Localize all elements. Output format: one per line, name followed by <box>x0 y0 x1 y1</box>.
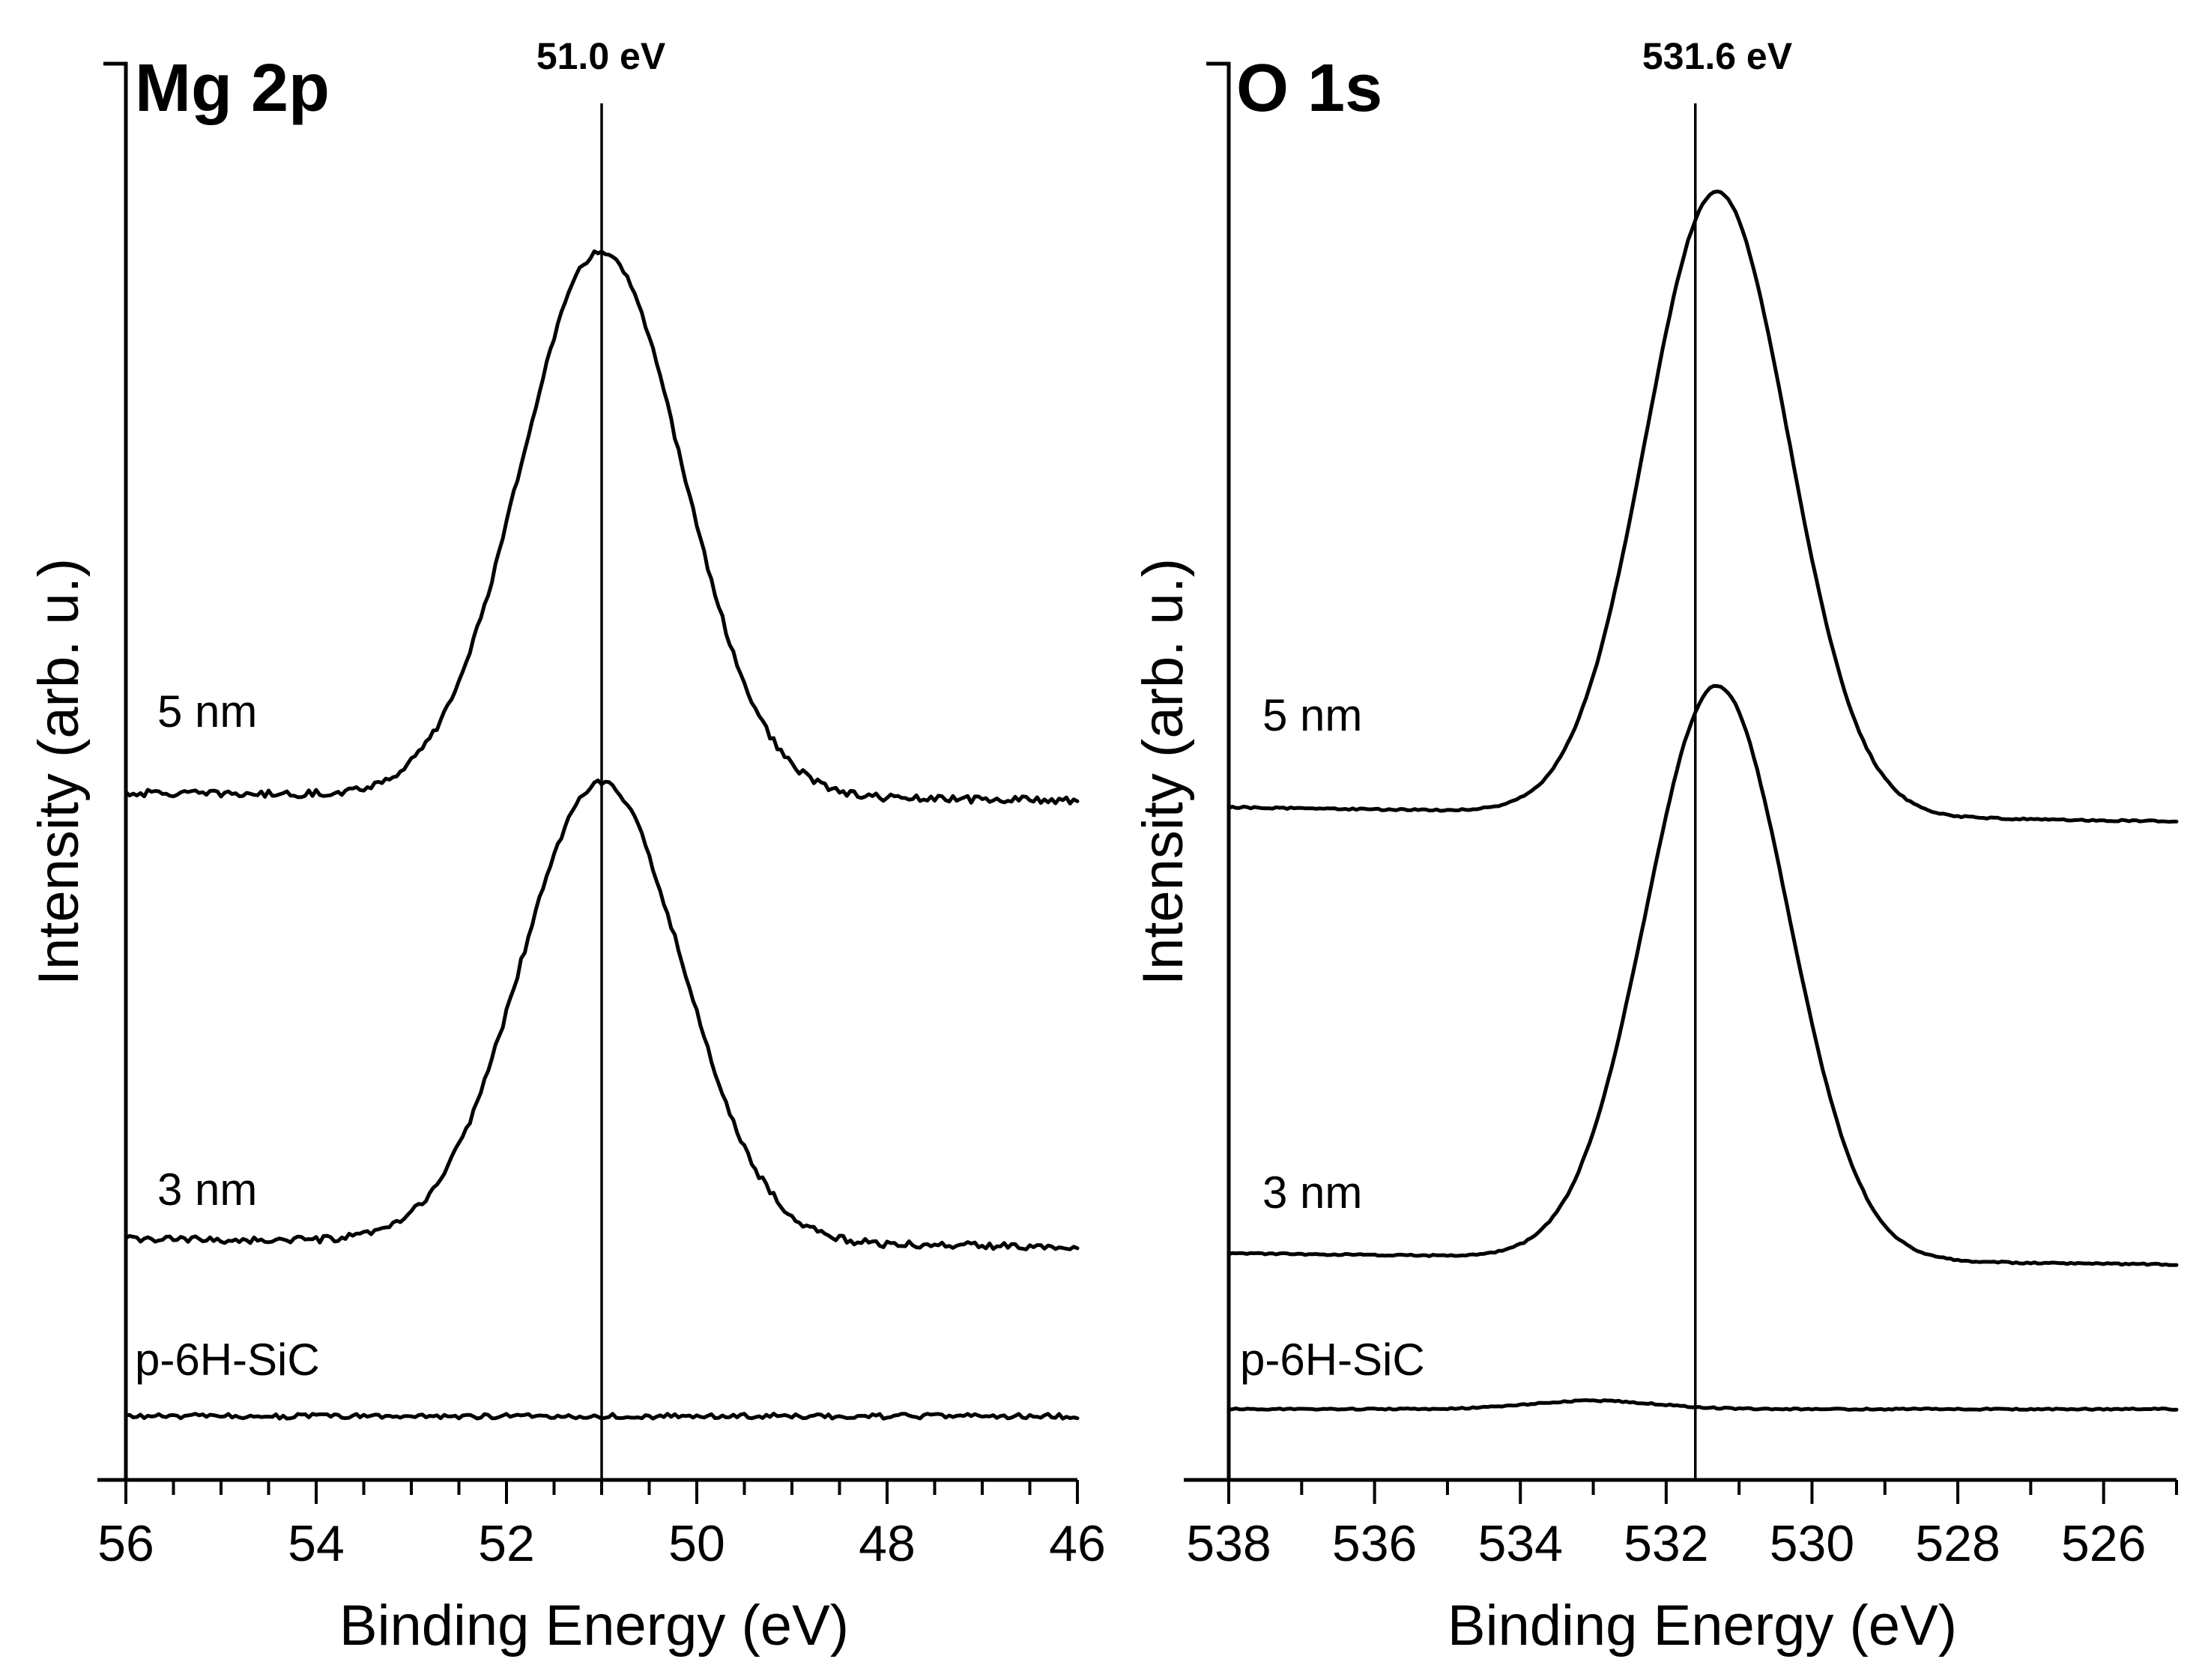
trace-label-5nm: 5 nm <box>1262 690 1362 740</box>
x-tick-label: 536 <box>1332 1515 1417 1572</box>
x-tick-label: 46 <box>1049 1515 1106 1572</box>
x-tick-label: 54 <box>288 1515 345 1572</box>
series-line-5-nm <box>1226 190 2179 824</box>
x-tick-label: 532 <box>1624 1515 1708 1572</box>
mg-2p-panel: Mg 2p Intensity (arb. u.) Binding Energy… <box>27 35 1106 1658</box>
panel-title: O 1s <box>1236 51 1382 126</box>
x-tick-label: 50 <box>668 1515 725 1572</box>
panel-title: Mg 2p <box>135 51 330 126</box>
trace-label-substrate: p-6H-SiC <box>135 1335 320 1385</box>
x-tick-label: 538 <box>1186 1515 1271 1572</box>
trace-label-3nm: 3 nm <box>1262 1167 1362 1218</box>
y-axis-title: Intensity (arb. u.) <box>1131 558 1195 985</box>
y-axis-line <box>1206 61 1231 1480</box>
reference-line-label: 51.0 eV <box>536 35 666 77</box>
x-tick-label: 48 <box>859 1515 916 1572</box>
series-line-5-nm <box>124 249 1080 806</box>
series-line-3-nm <box>1226 683 2179 1267</box>
x-tick-label: 52 <box>478 1515 535 1572</box>
x-tick-label: 530 <box>1770 1515 1854 1572</box>
x-axis-title: Binding Energy (eV) <box>339 1594 849 1658</box>
x-tick-label: 56 <box>97 1515 154 1572</box>
x-tick-label: 534 <box>1477 1515 1562 1572</box>
trace-label-substrate: p-6H-SiC <box>1240 1335 1425 1385</box>
x-tick-label: 528 <box>1915 1515 2000 1572</box>
series-line-p-6h-sic <box>1226 1398 2179 1412</box>
x-axis-title: Binding Energy (eV) <box>1448 1594 1957 1658</box>
trace-label-3nm: 3 nm <box>157 1164 257 1215</box>
trace-label-5nm: 5 nm <box>157 686 257 737</box>
o-1s-panel: O 1s Intensity (arb. u.) Binding Energy … <box>1131 35 2179 1658</box>
series-line-p-6h-sic <box>124 1412 1080 1421</box>
reference-line-label: 531.6 eV <box>1642 35 1793 77</box>
y-axis-title: Intensity (arb. u.) <box>27 558 91 985</box>
y-axis-line <box>103 61 128 1480</box>
series-line-3-nm <box>124 779 1080 1251</box>
x-tick-label: 526 <box>2061 1515 2146 1572</box>
